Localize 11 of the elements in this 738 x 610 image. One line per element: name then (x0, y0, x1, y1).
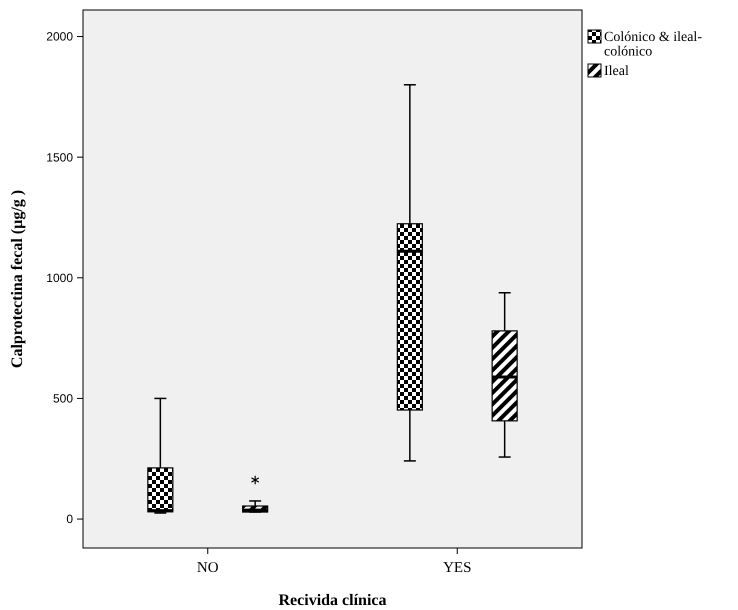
y-tick-label: 2000 (46, 30, 74, 44)
y-tick-label: 1500 (46, 150, 74, 164)
y-tick-label: 1000 (46, 270, 74, 285)
legend-label: Colónico & ileal-colónico (604, 30, 702, 60)
x-axis-title: Recivida clínica (278, 592, 386, 609)
y-tick-label: 0 (66, 512, 74, 526)
legend-label: Ileal (604, 64, 629, 79)
y-axis-title: Calprotectina fecal (µg/g ) (9, 190, 26, 368)
x-tick-label: NO (196, 560, 219, 576)
x-tick-label: YES (443, 560, 472, 576)
y-tick-label: 500 (52, 392, 74, 406)
